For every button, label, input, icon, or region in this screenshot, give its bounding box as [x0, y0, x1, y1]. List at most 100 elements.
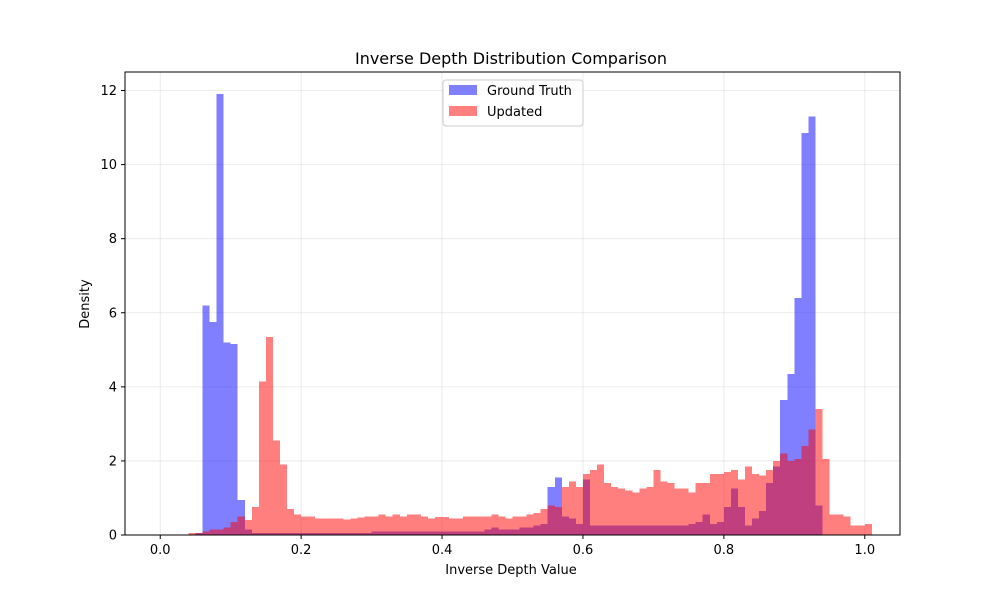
histogram-bar: [801, 133, 809, 535]
histogram-bar: [427, 518, 435, 535]
histogram-bar: [435, 517, 443, 535]
legend-swatch-updated: [449, 106, 477, 116]
x-tick-label: 0.8: [714, 543, 735, 558]
histogram-bar: [392, 514, 400, 535]
x-tick-label: 0.0: [150, 543, 171, 558]
histogram-bar: [759, 475, 767, 535]
axis-ticks: 0.0 0.2 0.4 0.6 0.8 1.0 0 2 4 6 8 10 12: [100, 84, 875, 558]
histogram-bar: [864, 523, 872, 535]
histogram-bar: [413, 514, 421, 535]
histogram-bar: [202, 305, 210, 535]
histogram-bar: [322, 518, 330, 535]
y-tick-label: 12: [100, 84, 117, 99]
histogram-bar: [294, 514, 302, 535]
y-tick-label: 6: [109, 306, 117, 321]
histogram-bar: [843, 516, 851, 535]
histogram-bar: [730, 470, 738, 535]
plot-frame: [124, 71, 901, 536]
histogram-bar: [780, 453, 788, 535]
histogram-bar: [456, 518, 464, 535]
legend-frame: [442, 79, 584, 127]
histogram-bar: [547, 505, 555, 535]
histogram-bar: [611, 486, 619, 535]
histogram-bar: [301, 516, 309, 535]
histogram-bar: [808, 429, 816, 535]
y-tick-label: 0: [109, 529, 117, 544]
histogram-bar: [350, 518, 358, 535]
histogram-bar: [272, 440, 280, 535]
histogram-bar: [540, 509, 548, 535]
histogram-bar: [709, 473, 717, 535]
histogram-bar: [695, 483, 703, 535]
y-tick-label: 2: [109, 454, 117, 469]
histogram-bar: [766, 470, 774, 535]
legend-label-ground-truth: Ground Truth: [487, 84, 572, 99]
histogram-bar: [716, 473, 724, 535]
histogram-bar: [329, 518, 337, 535]
histogram-bar: [822, 459, 830, 535]
histogram-bar: [498, 516, 506, 535]
histogram-bar: [561, 486, 569, 535]
histogram-bar: [597, 464, 605, 535]
legend-label-updated: Updated: [487, 105, 542, 120]
histogram-bar: [244, 520, 252, 535]
series-updated: [188, 336, 872, 535]
histogram-bar: [230, 344, 238, 535]
histogram-bar: [857, 525, 865, 535]
x-tick-label: 0.4: [432, 543, 453, 558]
x-tick-label: 0.2: [291, 543, 312, 558]
y-tick-label: 10: [100, 158, 117, 173]
histogram-bar: [646, 486, 654, 535]
histogram-bar: [371, 516, 379, 535]
histogram-bar: [801, 446, 809, 535]
x-axis-label: Inverse Depth Value: [445, 563, 576, 578]
histogram-bar: [251, 507, 259, 535]
chart-title: Inverse Depth Distribution Comparison: [355, 49, 667, 68]
histogram-bar: [836, 514, 844, 535]
histogram-bar: [554, 477, 562, 535]
histogram-bar: [406, 514, 414, 535]
histogram-bar: [265, 336, 273, 535]
histogram-bar: [463, 516, 471, 535]
histogram-bar: [625, 490, 633, 535]
histogram-bar: [745, 466, 753, 535]
histogram-bar: [723, 472, 731, 535]
histogram-bar: [568, 481, 576, 535]
histogram-bar: [512, 516, 520, 535]
histogram-bar: [385, 516, 393, 535]
histogram-bar: [280, 464, 288, 535]
histogram-bar: [794, 297, 802, 535]
histogram-bar: [315, 518, 323, 535]
histogram-bar: [604, 483, 612, 535]
histogram-bar: [688, 492, 696, 535]
histogram-bar: [195, 533, 203, 535]
x-tick-label: 0.6: [573, 543, 594, 558]
histogram-bar: [618, 488, 626, 535]
histogram-bar: [787, 373, 795, 535]
histogram-bar: [230, 522, 238, 535]
histogram-bar: [674, 488, 682, 535]
histogram-bar: [582, 473, 590, 535]
histogram-bar: [477, 516, 485, 535]
histogram-bar: [667, 483, 675, 535]
histogram-bar: [188, 533, 196, 535]
y-axis-label: Density: [78, 279, 93, 329]
y-tick-label: 8: [109, 232, 117, 247]
histogram-bar: [752, 473, 760, 535]
histogram-bar: [258, 381, 266, 535]
histogram-bar: [794, 459, 802, 535]
histogram-bars: [188, 94, 872, 535]
histogram-bar: [420, 516, 428, 535]
histogram-bar: [491, 514, 499, 535]
histogram-bar: [653, 470, 661, 535]
histogram-bar: [702, 483, 710, 535]
histogram-bar: [815, 409, 823, 535]
histogram-bar: [773, 460, 781, 535]
histogram-bar: [484, 516, 492, 535]
histogram-bar: [575, 486, 583, 535]
histogram-bar: [223, 342, 231, 535]
y-tick-label: 4: [109, 380, 117, 395]
histogram-bar: [336, 518, 344, 535]
histogram-bar: [590, 470, 598, 535]
histogram-bar: [209, 529, 217, 535]
